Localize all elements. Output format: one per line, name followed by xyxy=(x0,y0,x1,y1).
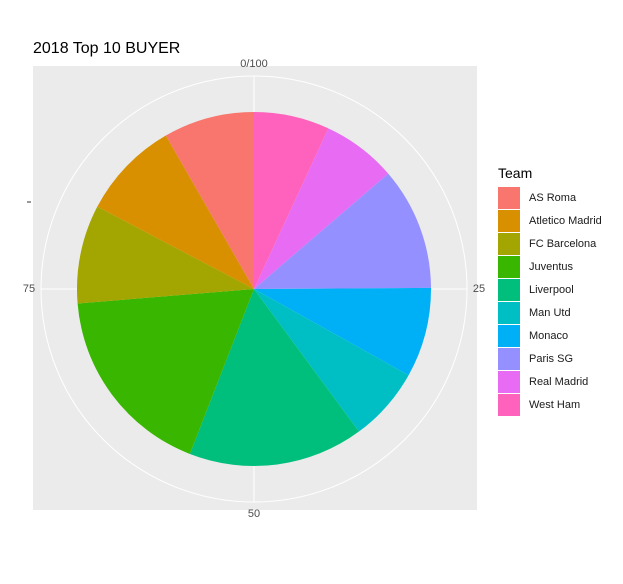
legend-key xyxy=(498,278,520,301)
legend-label: Juventus xyxy=(529,260,574,273)
legend-item: Real Madrid xyxy=(498,370,618,393)
legend-key xyxy=(498,393,520,416)
pie-slice-juventus xyxy=(77,289,254,454)
legend-label: Real Madrid xyxy=(529,375,589,388)
legend-item: Paris SG xyxy=(498,347,618,370)
tick-label: 50 xyxy=(248,508,260,520)
legend-label: Atletico Madrid xyxy=(529,214,602,227)
legend-item: AS Roma xyxy=(498,186,618,209)
legend-item: Atletico Madrid xyxy=(498,209,618,232)
legend-item: Liverpool xyxy=(498,278,618,301)
legend-item: Juventus xyxy=(498,255,618,278)
legend-item: Man Utd xyxy=(498,301,618,324)
pie-slice-atletico-madrid xyxy=(97,135,254,289)
legend-key xyxy=(498,370,520,393)
legend-key xyxy=(498,232,520,255)
legend-key xyxy=(498,301,520,324)
tick-label: 75 xyxy=(23,283,35,295)
legend-label: Man Utd xyxy=(529,306,571,319)
legend-key xyxy=(498,186,520,209)
tick-label: 0/100 xyxy=(240,58,268,70)
pie-slice-monaco xyxy=(254,287,432,376)
pie-slice-as-roma xyxy=(165,112,254,289)
pie-slice-west-ham xyxy=(254,112,329,289)
legend-key xyxy=(498,324,520,347)
chart-title: 2018 Top 10 BUYER xyxy=(33,40,181,57)
legend-label: Liverpool xyxy=(529,283,574,296)
legend-items: AS Roma Atletico Madrid FC Barcelona Juvent… xyxy=(498,186,618,416)
legend-key xyxy=(498,209,520,232)
legend-label: West Ham xyxy=(529,398,581,411)
legend-label: Paris SG xyxy=(529,352,574,365)
legend: Team AS Roma Atletico Madrid FC Barcelona J… xyxy=(498,162,618,416)
legend-label: Monaco xyxy=(529,329,569,342)
legend-label: FC Barcelona xyxy=(529,237,597,250)
angular-axis: 0/100 25 50 75 xyxy=(23,58,485,520)
pie-slice-real-madrid xyxy=(254,128,389,289)
pie-slice-paris-sg xyxy=(254,173,431,289)
legend-label: AS Roma xyxy=(529,191,577,204)
legend-title: Team xyxy=(498,165,533,181)
legend-key xyxy=(498,347,520,370)
legend-item: West Ham xyxy=(498,393,618,416)
pie-slices xyxy=(77,112,432,467)
legend-key xyxy=(498,255,520,278)
pie-slice-fc-barcelona xyxy=(77,206,254,304)
tick-label: 25 xyxy=(473,283,485,295)
legend-item: FC Barcelona xyxy=(498,232,618,255)
pie-slice-liverpool xyxy=(189,289,359,467)
legend-item: Monaco xyxy=(498,324,618,347)
pie-slice-man-utd xyxy=(254,289,409,432)
